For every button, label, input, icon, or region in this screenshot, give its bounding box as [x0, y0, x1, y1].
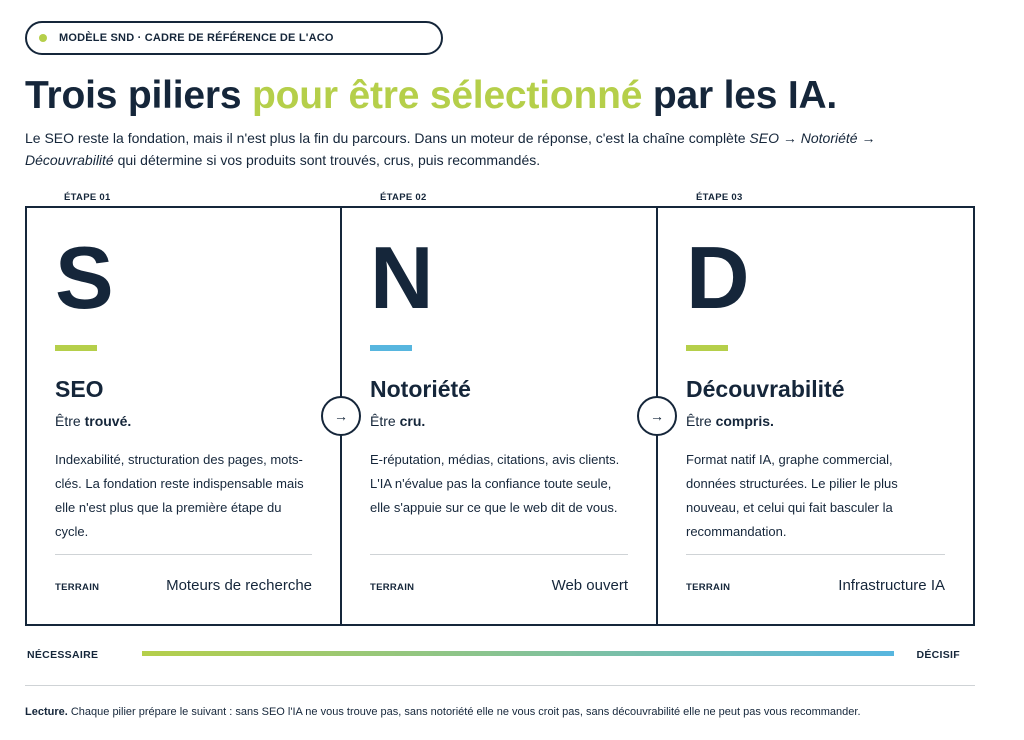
pillar-accent-bar: [370, 345, 412, 351]
terrain-label: TERRAIN: [55, 582, 100, 593]
intro-text-2: qui détermine si vos produits sont trouv…: [113, 152, 541, 168]
scale-start-label: NÉCESSAIRE: [27, 649, 99, 661]
intro-text-1: Le SEO reste la fondation, mais il n'est…: [25, 130, 750, 146]
card-divider: [370, 554, 628, 555]
pillar-description: Format natif IA, graphe commercial, donn…: [686, 452, 898, 539]
pillar-description: E-réputation, médias, citations, avis cl…: [370, 452, 620, 515]
pillar-description: Indexabilité, structuration des pages, m…: [55, 452, 304, 539]
terrain-label: TERRAIN: [370, 582, 415, 593]
step-label-3: ÉTAPE 03: [696, 192, 743, 203]
scale-gradient-bar: [142, 651, 894, 656]
pillar-name: Découvrabilité: [686, 376, 845, 402]
intro-paragraph: Le SEO reste la fondation, mais il n'est…: [25, 127, 905, 171]
scale-end-label: DÉCISIF: [916, 649, 960, 661]
step-label-1: ÉTAPE 01: [64, 192, 111, 203]
badge-dot-icon: [39, 34, 47, 42]
pillar-card-seo: S SEO Être trouvé. Indexabilité, structu…: [25, 206, 342, 626]
arrow-right-icon: →: [637, 396, 677, 436]
title-part-2: par les IA.: [642, 74, 838, 117]
pillar-tagline: Être compris.: [686, 413, 774, 429]
terrain-label: TERRAIN: [686, 582, 731, 593]
pillar-tagline: Être cru.: [370, 413, 425, 429]
arrow-right-icon: →: [321, 396, 361, 436]
pillar-accent-bar: [686, 345, 728, 351]
title-accent: pour être sélectionné: [251, 74, 643, 117]
title-part-1: Trois piliers: [25, 74, 252, 117]
tagline-emphasis: compris.: [715, 413, 774, 429]
tagline-emphasis: trouvé.: [84, 413, 132, 429]
intro-chain: SEO → Notoriété → Découvrabilité: [25, 130, 876, 168]
reading-note: Lecture. Chaque pilier prépare le suivan…: [25, 706, 861, 718]
note-lead: Lecture.: [25, 706, 68, 718]
pillar-tagline: Être trouvé.: [55, 413, 131, 429]
tagline-prefix: Être: [55, 413, 85, 429]
page-title: Trois piliers pour être sélectionné par …: [25, 74, 837, 118]
pillar-letter: D: [686, 228, 750, 327]
tagline-emphasis: cru.: [399, 413, 426, 429]
card-divider: [686, 554, 945, 555]
tagline-prefix: Être: [370, 413, 400, 429]
pillar-letter: S: [55, 228, 114, 327]
pillar-card-notoriete: N Notoriété Être cru. E-réputation, médi…: [340, 206, 658, 626]
terrain-value: Infrastructure IA: [838, 577, 945, 594]
pillar-name: Notoriété: [370, 376, 471, 402]
pillar-card-decouvrabilite: D Découvrabilité Être compris. Format na…: [656, 206, 975, 626]
pillar-letter: N: [370, 228, 434, 327]
step-label-2: ÉTAPE 02: [380, 192, 427, 203]
pillar-accent-bar: [55, 345, 97, 351]
card-divider: [55, 554, 312, 555]
note-text: Chaque pilier prépare le suivant : sans …: [67, 706, 861, 718]
pillar-name: SEO: [55, 376, 104, 402]
terrain-value: Moteurs de recherche: [166, 577, 312, 594]
header-badge: MODÈLE SND · CADRE DE RÉFÉRENCE DE L'ACO: [25, 21, 443, 55]
tagline-prefix: Être: [686, 413, 716, 429]
bottom-divider: [25, 685, 975, 686]
terrain-value: Web ouvert: [551, 577, 628, 594]
badge-label: MODÈLE SND · CADRE DE RÉFÉRENCE DE L'ACO: [59, 32, 334, 44]
